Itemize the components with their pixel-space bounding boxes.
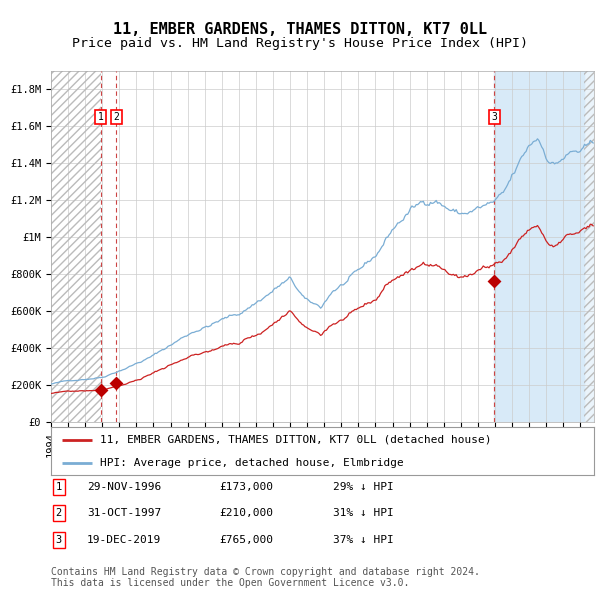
Text: 3: 3 — [56, 535, 62, 545]
Text: 29% ↓ HPI: 29% ↓ HPI — [333, 482, 394, 491]
Text: 11, EMBER GARDENS, THAMES DITTON, KT7 0LL (detached house): 11, EMBER GARDENS, THAMES DITTON, KT7 0L… — [100, 435, 491, 445]
Point — [112, 378, 121, 388]
Text: 2: 2 — [56, 509, 62, 518]
Text: 29-NOV-1996: 29-NOV-1996 — [87, 482, 161, 491]
Text: 2: 2 — [113, 112, 119, 122]
Text: 1: 1 — [98, 112, 104, 122]
Text: Contains HM Land Registry data © Crown copyright and database right 2024.
This d: Contains HM Land Registry data © Crown c… — [51, 566, 480, 588]
Text: 37% ↓ HPI: 37% ↓ HPI — [333, 535, 394, 545]
Text: Price paid vs. HM Land Registry's House Price Index (HPI): Price paid vs. HM Land Registry's House … — [72, 37, 528, 50]
Text: 31% ↓ HPI: 31% ↓ HPI — [333, 509, 394, 518]
Text: £210,000: £210,000 — [219, 509, 273, 518]
Point — [96, 385, 106, 395]
Text: £173,000: £173,000 — [219, 482, 273, 491]
Text: 11, EMBER GARDENS, THAMES DITTON, KT7 0LL: 11, EMBER GARDENS, THAMES DITTON, KT7 0L… — [113, 22, 487, 37]
Bar — [584, 71, 594, 422]
Point — [490, 276, 499, 285]
Bar — [584, 71, 594, 422]
Text: £765,000: £765,000 — [219, 535, 273, 545]
Text: 3: 3 — [491, 112, 497, 122]
Text: HPI: Average price, detached house, Elmbridge: HPI: Average price, detached house, Elmb… — [100, 458, 404, 468]
Bar — [494, 71, 584, 422]
Bar — [51, 71, 101, 422]
Text: 31-OCT-1997: 31-OCT-1997 — [87, 509, 161, 518]
Text: 1: 1 — [56, 482, 62, 491]
Bar — [51, 71, 101, 422]
Bar — [584, 71, 594, 422]
Text: 19-DEC-2019: 19-DEC-2019 — [87, 535, 161, 545]
